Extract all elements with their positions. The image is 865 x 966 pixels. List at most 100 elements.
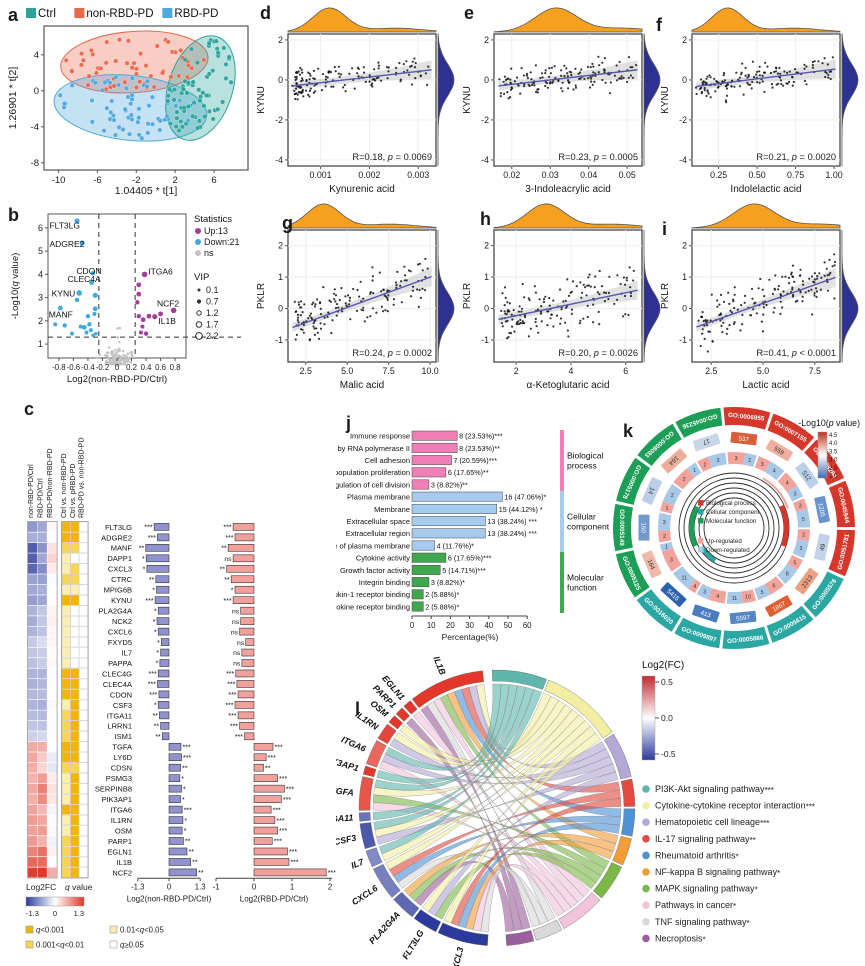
svg-text:413: 413 bbox=[699, 609, 712, 619]
svg-text:Cytokine activity: Cytokine activity bbox=[356, 554, 410, 563]
svg-text:**: ** bbox=[220, 566, 226, 573]
svg-text:4: 4 bbox=[716, 594, 719, 600]
svg-text:MANF: MANF bbox=[49, 309, 73, 319]
svg-text:Extracellular region: Extracellular region bbox=[346, 529, 410, 538]
svg-text:***: *** bbox=[223, 525, 231, 532]
svg-text:***: *** bbox=[149, 671, 157, 678]
pca-svg: Ctrl non-RBD-PD RBD-PD -10 -6 -2 2 6 4 0 -4 -8 1.044… bbox=[7, 8, 249, 197]
svg-text:IL7: IL7 bbox=[122, 648, 132, 657]
svg-text:**: ** bbox=[154, 724, 160, 731]
svg-text:Necroptosis*: Necroptosis* bbox=[655, 933, 706, 944]
svg-text:0: 0 bbox=[53, 909, 57, 918]
svg-text:6: 6 bbox=[623, 366, 628, 376]
svg-text:13 (38.24%) ***: 13 (38.24%) *** bbox=[487, 529, 537, 538]
svg-text:PKLR: PKLR bbox=[256, 283, 267, 309]
svg-text:-0.4: -0.4 bbox=[81, 363, 95, 372]
svg-text:Log2(non-RBD-PD/Ctrl): Log2(non-RBD-PD/Ctrl) bbox=[67, 374, 167, 385]
svg-text:1.3: 1.3 bbox=[195, 882, 206, 891]
svg-text:CTRC: CTRC bbox=[111, 575, 132, 584]
svg-text:ITGA6: ITGA6 bbox=[110, 805, 132, 814]
svg-text:0.6: 0.6 bbox=[155, 363, 166, 372]
panel-f-label: f bbox=[656, 15, 662, 35]
svg-text:IL1B: IL1B bbox=[158, 316, 176, 326]
svg-text:R=0.24, p = 0.0002: R=0.24, p = 0.0002 bbox=[352, 348, 432, 358]
svg-text:164: 164 bbox=[645, 558, 656, 571]
svg-text:ns: ns bbox=[224, 556, 232, 563]
svg-text:2: 2 bbox=[278, 35, 283, 45]
svg-text:3: 3 bbox=[716, 458, 719, 464]
svg-text:1.04405 * t[1]: 1.04405 * t[1] bbox=[115, 185, 178, 197]
svg-text:2: 2 bbox=[328, 882, 332, 891]
svg-text:External side of plasma membra: External side of plasma membrane bbox=[336, 541, 410, 550]
panel-i: i 2 1 0 -1 2.5 5.0 7.5 R=0.41, p < 0.0001 Lactic… bbox=[656, 198, 865, 394]
svg-text:1: 1 bbox=[484, 272, 489, 282]
svg-text:0.50: 0.50 bbox=[749, 170, 766, 180]
svg-text:CDON: CDON bbox=[76, 266, 101, 276]
svg-text:0.25: 0.25 bbox=[710, 170, 727, 180]
svg-text:***: *** bbox=[223, 598, 231, 605]
svg-text:3 (8.82%)**: 3 (8.82%)** bbox=[431, 480, 468, 489]
svg-text:CSF3: CSF3 bbox=[113, 701, 132, 710]
svg-text:***: *** bbox=[286, 786, 294, 793]
svg-text:*: * bbox=[182, 797, 185, 804]
svg-text:Growth factor activity: Growth factor activity bbox=[340, 566, 410, 575]
marginal-svg: 2 0 -2 -4 0.001 0.002 0.003 R=0.18, p = 0.0069 K… bbox=[256, 7, 455, 195]
svg-text:3.0: 3.0 bbox=[829, 458, 838, 464]
svg-text:-1: -1 bbox=[213, 882, 220, 891]
svg-text:PIK3AP1: PIK3AP1 bbox=[336, 754, 360, 774]
marginal-scatter-indoleacrylic: 2 0 -2 -4 0.02 0.03 0.04 0.05 R=0.23, p = 0.0005… bbox=[458, 2, 662, 198]
svg-text:Biological process: Biological process bbox=[706, 500, 756, 507]
panel-e: e 2 0 -2 -4 0.02 0.03 0.04 0.05 R=0.23, p = 0.00… bbox=[458, 2, 662, 198]
svg-text:Cellular: Cellular bbox=[567, 512, 596, 522]
svg-text:537: 537 bbox=[738, 435, 750, 443]
svg-text:***: *** bbox=[225, 535, 233, 542]
svg-text:17: 17 bbox=[701, 437, 710, 446]
svg-text:Ctrl: Ctrl bbox=[38, 8, 56, 20]
svg-text:NCF2: NCF2 bbox=[112, 868, 132, 877]
svg-text:Cellular component: Cellular component bbox=[706, 509, 760, 516]
panel-h: h 2 1 0 -1 2 4 6 R=0.20, p = 0.0026 α-Ketoglutar… bbox=[458, 198, 662, 394]
svg-text:TGFA: TGFA bbox=[336, 785, 354, 797]
svg-text:0.75: 0.75 bbox=[787, 170, 804, 180]
svg-text:RBD-PD: RBD-PD bbox=[174, 8, 218, 20]
svg-text:0.003: 0.003 bbox=[407, 170, 429, 180]
svg-text:2: 2 bbox=[38, 316, 43, 326]
svg-text:***: *** bbox=[226, 671, 234, 678]
svg-text:7 (20.59%)***: 7 (20.59%)*** bbox=[454, 456, 498, 465]
svg-text:Lactic acid: Lactic acid bbox=[742, 380, 789, 391]
panel-f: f 2 0 -2 -4 0.25 0.50 0.75 1.00 R=0.21, p = 0.00… bbox=[656, 2, 865, 198]
svg-text:-1: -1 bbox=[679, 335, 687, 345]
marginal-svg: 2 1 0 -1 2 4 6 R=0.20, p = 0.0026 α-Ketoglutaric… bbox=[462, 203, 661, 391]
svg-text:***: *** bbox=[279, 828, 287, 835]
svg-text:**: ** bbox=[224, 577, 230, 584]
svg-text:PLA2G4A: PLA2G4A bbox=[99, 607, 132, 616]
svg-text:-1.3: -1.3 bbox=[26, 909, 39, 918]
svg-text:3.5: 3.5 bbox=[829, 449, 838, 455]
svg-text:***: *** bbox=[228, 692, 236, 699]
panel-a: a Ctrl non-RBD-PD RBD-PD -10 -6 -2 2 6 4 0 -4 -8 1.0… bbox=[6, 4, 252, 198]
svg-text:8 (23.53%)***: 8 (23.53%)*** bbox=[459, 432, 503, 441]
svg-text:-4: -4 bbox=[679, 155, 687, 165]
svg-text:7.5: 7.5 bbox=[383, 366, 395, 376]
circos-svg: GO:000695553732GO:000715555934GO:0008284… bbox=[612, 406, 860, 649]
svg-text:*: * bbox=[183, 786, 186, 793]
svg-text:2: 2 bbox=[683, 477, 686, 483]
svg-text:559: 559 bbox=[772, 445, 785, 457]
svg-text:***: *** bbox=[183, 744, 191, 751]
svg-text:-0.8: -0.8 bbox=[52, 363, 65, 372]
svg-text:Down-regulated: Down-regulated bbox=[706, 547, 750, 554]
svg-text:CXCL3: CXCL3 bbox=[108, 565, 132, 574]
svg-text:non-RBD-PD/Ctrl: non-RBD-PD/Ctrl bbox=[28, 464, 35, 518]
svg-text:***: *** bbox=[227, 682, 235, 689]
chord-diagram: IL1B EGLN1 PARP1 OSM IL1RN ITGA6 PIK3AP1 TGFA IT… bbox=[322, 650, 636, 966]
svg-text:2.2: 2.2 bbox=[206, 331, 219, 341]
svg-text:0: 0 bbox=[115, 363, 120, 372]
svg-text:Ctrl vs. non-RBD-PD: Ctrl vs. non-RBD-PD bbox=[61, 453, 68, 518]
svg-text:2: 2 bbox=[278, 241, 283, 251]
svg-text:2: 2 bbox=[172, 175, 177, 186]
svg-text:-Log10(p value): -Log10(p value) bbox=[798, 418, 860, 428]
svg-text:R=0.21, p = 0.0020: R=0.21, p = 0.0020 bbox=[756, 152, 836, 162]
svg-text:Log2(FC): Log2(FC) bbox=[642, 660, 684, 671]
svg-text:0.8: 0.8 bbox=[170, 363, 181, 372]
